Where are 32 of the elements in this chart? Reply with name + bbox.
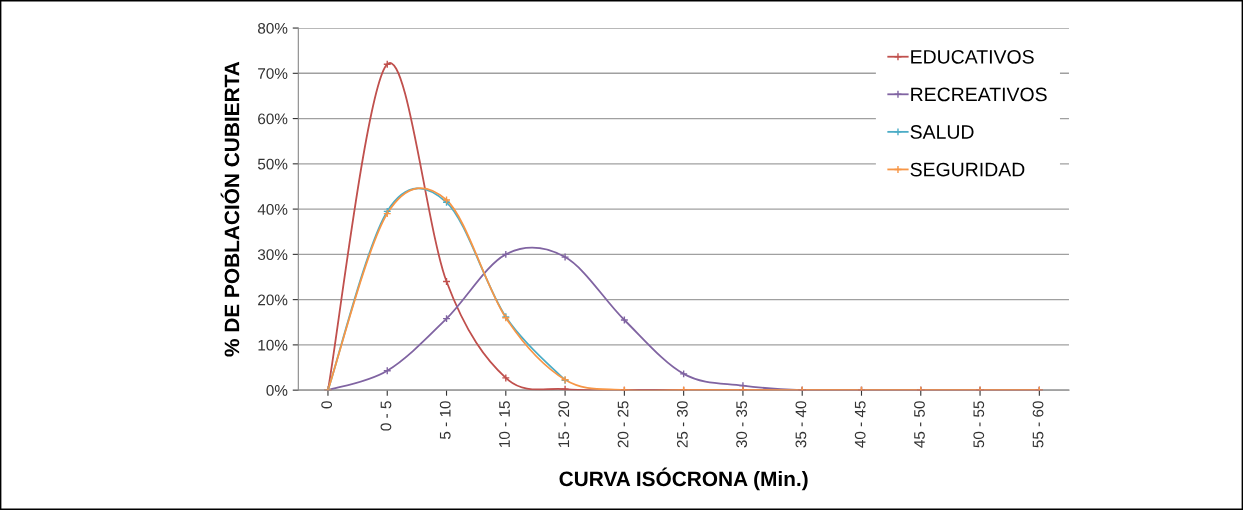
legend-label: SALUD <box>910 125 974 139</box>
y-tick-label: 0% <box>266 385 288 396</box>
x-tick-label: 15 - 20 <box>558 401 570 447</box>
x-tick-label: 10 - 15 <box>499 401 510 447</box>
x-tick-label: 20 - 25 <box>617 401 629 448</box>
x-tick-label: 0 <box>321 401 333 409</box>
x-tick-label: 35 - 40 <box>795 401 807 448</box>
point <box>620 315 629 325</box>
x-tick-label: 55 - 60 <box>1032 401 1044 448</box>
x-tick-label: 30 - 35 <box>736 401 748 448</box>
point <box>679 369 688 379</box>
y-tick-label: 70% <box>258 68 288 79</box>
x-tick-label: 40 - 45 <box>854 401 866 448</box>
legend-label: RECREATIVOS <box>911 87 1047 102</box>
x-tick-label: 45 - 50 <box>914 401 925 448</box>
x-tick-label: 0 - 5 <box>380 401 392 431</box>
point <box>501 373 510 383</box>
y-tick-label: 20% <box>258 294 288 306</box>
y-tick-label: 80% <box>257 22 288 34</box>
y-tick-label: 60% <box>258 113 288 125</box>
x-axis-title: CURVA ISÓCRONA (Min.) <box>559 467 808 491</box>
x-tick-label: 25 - 30 <box>676 401 688 448</box>
y-tick-label: 50% <box>257 158 288 170</box>
x-tick-label: 5 - 10 <box>439 401 451 440</box>
y-axis-title: % DE POBLACIÓN CUBIERTA <box>220 61 240 357</box>
legend-label: SEGURIDAD <box>910 162 1025 177</box>
y-tick-label: 40% <box>257 203 288 215</box>
y-tick-label: 10% <box>258 339 288 351</box>
y-tick-label: 30% <box>257 249 288 261</box>
point <box>560 252 570 262</box>
x-tick-label: 50 - 55 <box>973 401 985 448</box>
legend-label: EDUCATIVOS <box>911 49 1034 64</box>
